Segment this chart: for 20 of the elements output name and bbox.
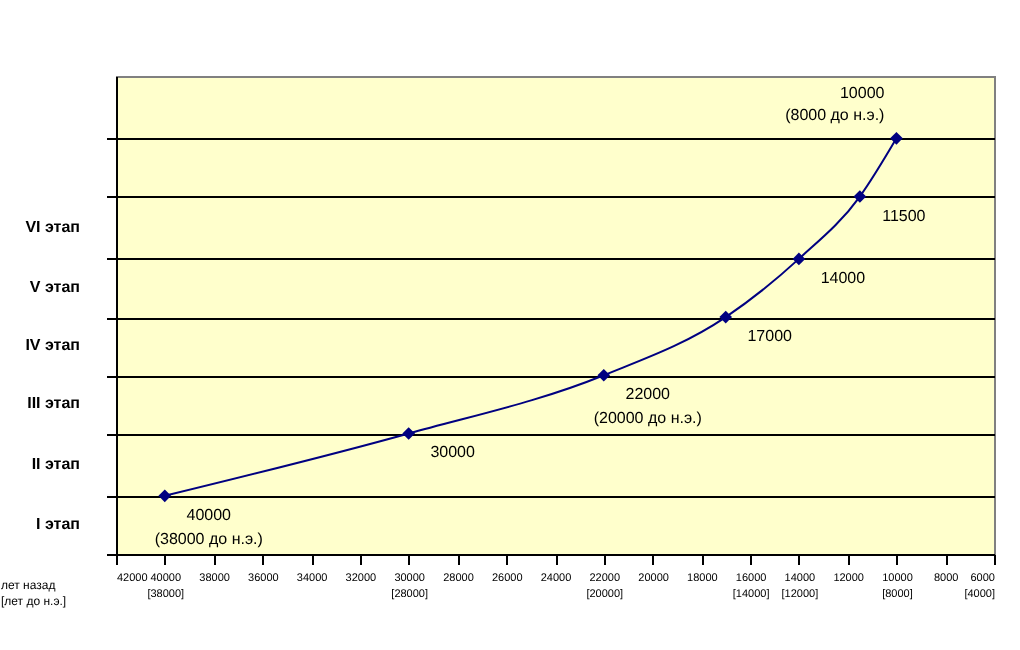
text: IV этап <box>25 336 81 355</box>
point <box>890 132 903 145</box>
text: VI этап <box>25 217 81 236</box>
annotation: 30000 <box>430 443 477 462</box>
annotation: 14000 <box>820 268 867 287</box>
annotation: 11500 <box>882 206 927 225</box>
annotation: 17000 <box>747 327 794 346</box>
text: II этап <box>31 454 81 473</box>
text: V этап <box>29 277 81 296</box>
point <box>719 310 733 324</box>
text: III этап <box>27 394 81 413</box>
point <box>792 252 806 266</box>
annotation: 10000 (8000 до н.э.) <box>785 84 886 125</box>
text: I этап <box>36 514 81 533</box>
point <box>158 489 172 503</box>
point <box>402 427 415 440</box>
point <box>597 368 611 382</box>
annotation: 22000 (20000 до н.э.) <box>593 385 703 428</box>
point <box>853 190 867 203</box>
annotation: 40000 (38000 до н.э.) <box>154 505 264 548</box>
